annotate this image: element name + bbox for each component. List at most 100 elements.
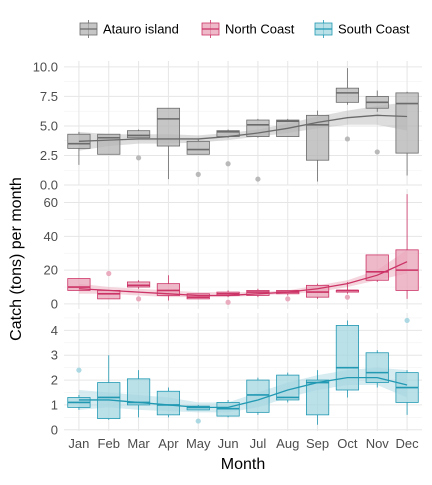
legend: Atauro island North Coast South Coast	[79, 20, 410, 38]
legend-entry-atauro-island: Atauro island	[79, 20, 179, 38]
box-jun	[216, 399, 240, 418]
box-iqr	[186, 293, 210, 300]
x-tick-label: Feb	[98, 436, 120, 451]
trend-line	[78, 376, 408, 409]
x-tick-label: Nov	[366, 436, 390, 451]
x-tick-label: Dec	[396, 436, 420, 451]
panel-south-coast: 0 1 2 3 4	[51, 313, 422, 437]
box-dec	[395, 91, 419, 176]
facet-panels: 0.0 2.5 5.0 7.5 10.0 0 20 40 60 0 1 2 3 4	[33, 59, 422, 437]
y-tick-label: 10.0	[33, 59, 58, 74]
outlier-point	[106, 270, 112, 277]
outlier-point	[374, 149, 380, 155]
y-tick-label: 2	[51, 373, 58, 388]
box-nov	[365, 90, 389, 155]
box-apr	[156, 387, 181, 418]
y-tick-label: 20	[44, 263, 58, 278]
outlier-point	[76, 367, 82, 373]
box-iqr	[365, 352, 389, 383]
box-iqr	[156, 390, 181, 416]
box-iqr	[126, 130, 151, 139]
trend-line	[78, 114, 408, 142]
y-tick-label: 40	[44, 229, 58, 244]
box-iqr	[305, 284, 330, 298]
x-tick-label: May	[186, 436, 211, 451]
outlier-point	[225, 299, 231, 305]
legend-entry-south-coast: South Coast	[314, 20, 410, 38]
box-oct	[335, 281, 360, 300]
box-jun	[216, 290, 240, 305]
box-iqr	[156, 107, 181, 147]
box-mar	[126, 129, 151, 161]
x-tick-label: Sep	[306, 436, 329, 451]
outlier-point	[404, 317, 410, 324]
box-may	[186, 138, 210, 177]
box-jan	[67, 278, 91, 291]
box-oct	[335, 68, 360, 142]
box-iqr	[246, 379, 270, 413]
box-iqr	[126, 281, 151, 288]
box-iqr	[305, 114, 330, 161]
box-iqr	[156, 283, 181, 296]
box-may	[186, 293, 210, 300]
y-tick-label: 3	[51, 348, 58, 363]
y-tick-label: 1	[51, 397, 58, 412]
box-iqr	[126, 378, 151, 406]
box-iqr	[186, 140, 210, 155]
x-axis: Jan Feb Mar Apr May Jun Jul Aug Sep Oct Nov Dec	[68, 436, 419, 451]
y-tick-label: 5.0	[40, 118, 58, 133]
y-tick-label: 2.5	[40, 148, 58, 163]
box-jul	[246, 377, 270, 415]
outlier-point	[344, 136, 351, 142]
outlier-point	[344, 294, 351, 300]
box-mar	[126, 280, 151, 302]
box-oct	[335, 320, 360, 398]
y-tick-label: 0	[51, 296, 58, 311]
panel-atauro-island: 0.0 2.5 5.0 7.5 10.0	[33, 59, 422, 193]
box-dec	[395, 194, 419, 299]
box-iqr	[335, 87, 360, 103]
legend-label: North Coast	[225, 22, 295, 37]
box-sep	[305, 110, 330, 182]
x-tick-label: Oct	[337, 436, 358, 451]
x-tick-label: Aug	[276, 436, 299, 451]
outlier-point	[195, 171, 201, 177]
legend-label: Atauro island	[103, 22, 179, 37]
box-iqr	[395, 92, 419, 154]
outlier-point	[195, 418, 201, 424]
box-iqr	[335, 325, 360, 391]
box-dec	[395, 317, 419, 415]
outlier-point	[285, 296, 291, 302]
box-apr	[156, 275, 181, 301]
box-iqr	[97, 290, 121, 300]
box-feb	[97, 355, 121, 420]
box-iqr	[305, 379, 330, 416]
box-feb	[97, 270, 121, 300]
y-tick-label: 60	[44, 195, 58, 210]
outlier-point	[255, 176, 261, 182]
trend-line	[78, 261, 408, 297]
panel-north-coast: 0 20 40 60	[44, 189, 422, 311]
box-jun	[216, 129, 240, 167]
x-tick-label: Jun	[218, 436, 239, 451]
box-iqr	[67, 278, 91, 291]
x-tick-label: Apr	[158, 436, 179, 451]
y-tick-label: 0	[51, 422, 58, 437]
box-sep	[305, 283, 330, 299]
y-axis-title: Catch (tons) per month	[8, 177, 25, 341]
legend-entry-north-coast: North Coast	[201, 20, 295, 38]
y-tick-label: 7.5	[40, 89, 58, 104]
x-tick-label: Mar	[127, 436, 150, 451]
confidence-band	[78, 102, 408, 151]
x-tick-label: Jul	[250, 436, 267, 451]
x-axis-title: Month	[221, 456, 265, 473]
box-feb	[97, 133, 121, 155]
box-iqr	[365, 254, 389, 281]
box-nov	[365, 350, 389, 388]
y-tick-label: 0.0	[40, 178, 58, 193]
legend-label: South Coast	[338, 22, 410, 37]
box-mar	[126, 370, 151, 418]
x-tick-label: Jan	[68, 436, 89, 451]
